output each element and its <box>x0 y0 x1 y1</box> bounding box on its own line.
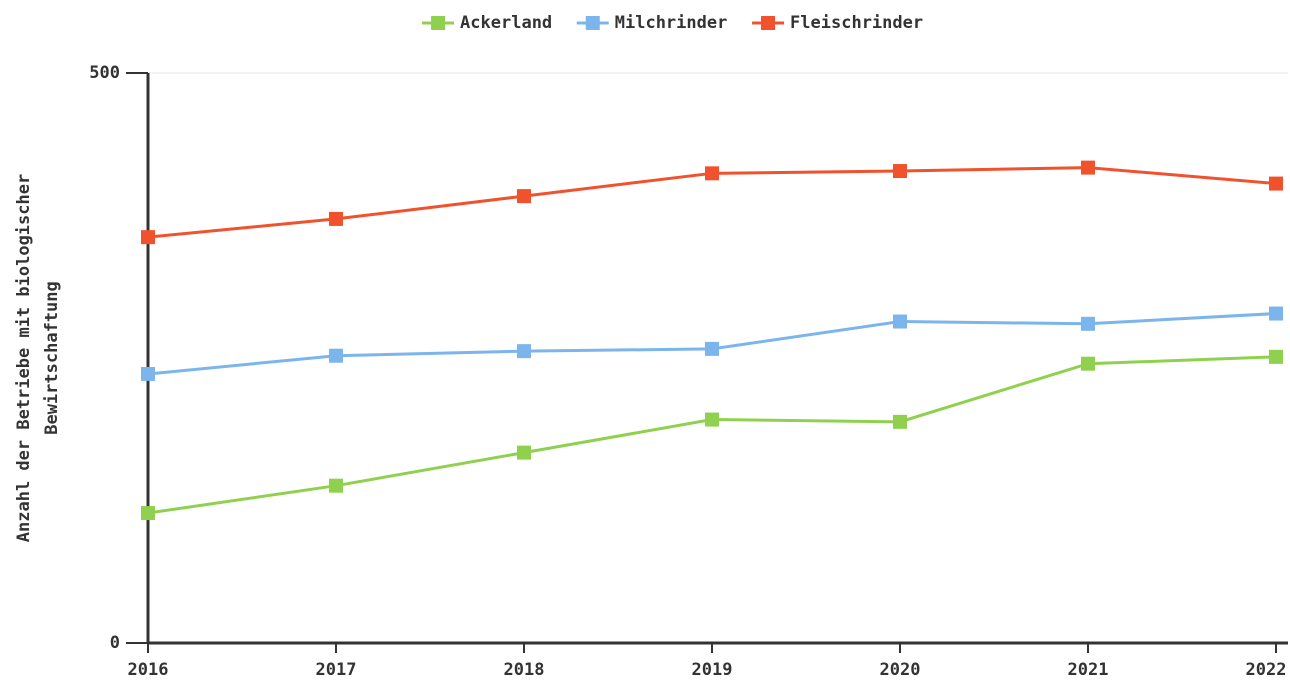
point <box>141 366 155 381</box>
legend-marker <box>431 16 446 30</box>
point <box>1269 306 1283 321</box>
x-tick-label: 2021 <box>1068 660 1109 680</box>
point <box>705 341 719 356</box>
legend-marker <box>585 16 600 30</box>
point <box>517 189 531 204</box>
point <box>705 166 719 181</box>
x-tick-label: 2016 <box>128 660 169 680</box>
y-tick-label: 0 <box>110 633 120 653</box>
point <box>893 164 907 179</box>
point <box>329 348 343 363</box>
point <box>1269 176 1283 191</box>
point <box>1269 349 1283 364</box>
legend-label: Milchrinder <box>615 13 728 33</box>
point <box>329 478 343 493</box>
x-tick-label: 2020 <box>880 660 921 680</box>
y-axis-label: Anzahl der Betriebe mit biologischer <box>14 174 34 542</box>
point <box>517 445 531 460</box>
x-tick-label: 2022 <box>1246 660 1287 680</box>
point <box>141 506 155 521</box>
y-axis-label: Bewirtschaftung <box>42 281 62 435</box>
point <box>517 344 531 359</box>
point <box>893 414 907 429</box>
point <box>705 412 719 427</box>
legend-label: Fleischrinder <box>790 13 923 33</box>
legend-marker <box>761 16 776 30</box>
x-tick-label: 2017 <box>316 660 357 680</box>
point <box>1081 316 1095 331</box>
x-tick-label: 2018 <box>504 660 545 680</box>
point <box>1081 160 1095 175</box>
point <box>329 211 343 226</box>
point <box>141 230 155 245</box>
legend-label: Ackerland <box>460 13 552 33</box>
point <box>1081 356 1095 371</box>
y-tick-label: 500 <box>89 63 120 83</box>
series-line <box>147 355 1277 515</box>
x-tick-label: 2019 <box>692 660 733 680</box>
point <box>893 314 907 329</box>
